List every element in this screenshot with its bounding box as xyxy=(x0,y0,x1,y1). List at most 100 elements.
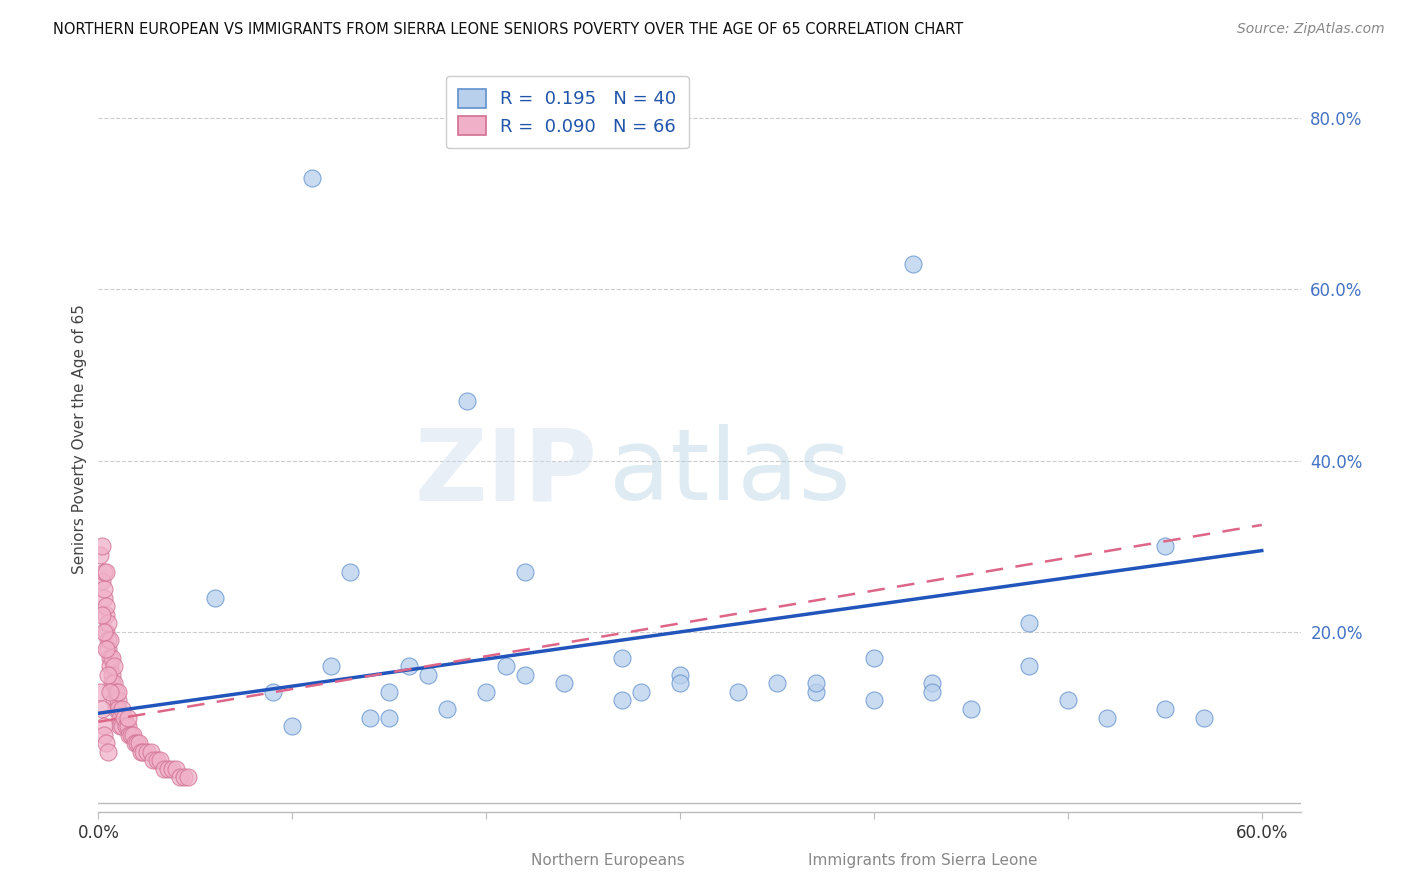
Point xyxy=(513,667,536,681)
Point xyxy=(120,728,142,742)
Point xyxy=(104,685,127,699)
Point xyxy=(1192,710,1215,724)
Text: atlas: atlas xyxy=(609,425,851,521)
Point xyxy=(104,702,127,716)
Point xyxy=(262,685,284,699)
Point xyxy=(111,702,134,716)
Point xyxy=(157,762,180,776)
Point xyxy=(149,753,172,767)
Point xyxy=(495,659,517,673)
Point xyxy=(98,650,121,665)
Point xyxy=(513,565,536,579)
Point xyxy=(91,702,114,716)
Point xyxy=(378,710,401,724)
Point xyxy=(610,693,633,707)
Point xyxy=(112,710,135,724)
Point xyxy=(863,693,886,707)
Text: Northern Europeans: Northern Europeans xyxy=(531,853,685,868)
Point xyxy=(111,719,134,733)
Point xyxy=(378,685,401,699)
Point xyxy=(359,710,381,724)
Point xyxy=(169,771,191,785)
Point xyxy=(108,710,131,724)
Point xyxy=(1018,616,1040,631)
Point xyxy=(416,667,439,681)
Legend: R =  0.195   N = 40, R =  0.090   N = 66: R = 0.195 N = 40, R = 0.090 N = 66 xyxy=(446,76,689,148)
Point xyxy=(142,753,165,767)
Point xyxy=(103,676,125,690)
Point xyxy=(301,171,323,186)
Point xyxy=(281,719,304,733)
Point xyxy=(96,565,118,579)
Point xyxy=(475,685,498,699)
Point xyxy=(117,719,139,733)
Point xyxy=(107,685,129,699)
Point xyxy=(173,771,195,785)
Point xyxy=(1095,710,1118,724)
Point xyxy=(96,607,118,622)
Point xyxy=(1057,693,1080,707)
Point xyxy=(669,676,692,690)
Point xyxy=(96,624,118,639)
Point xyxy=(863,650,886,665)
Point xyxy=(103,693,125,707)
Point xyxy=(610,650,633,665)
Point xyxy=(98,633,121,648)
Point xyxy=(93,728,115,742)
Point xyxy=(804,685,827,699)
Text: ZIP: ZIP xyxy=(415,425,598,521)
Point xyxy=(101,667,124,681)
Point xyxy=(114,719,136,733)
Point xyxy=(98,685,121,699)
Point xyxy=(97,616,120,631)
Point xyxy=(139,745,162,759)
Point xyxy=(93,582,115,596)
Point xyxy=(93,624,115,639)
Point xyxy=(804,676,827,690)
Text: Source: ZipAtlas.com: Source: ZipAtlas.com xyxy=(1237,22,1385,37)
Point xyxy=(103,659,125,673)
Point xyxy=(165,762,187,776)
Point xyxy=(669,667,692,681)
Point xyxy=(1153,539,1175,553)
Point xyxy=(107,702,129,716)
Y-axis label: Seniors Poverty Over the Age of 65: Seniors Poverty Over the Age of 65 xyxy=(72,304,87,574)
Point xyxy=(96,736,118,750)
Point xyxy=(122,728,145,742)
Point xyxy=(96,599,118,614)
Point xyxy=(553,676,575,690)
Point xyxy=(96,642,118,657)
Point xyxy=(135,745,157,759)
Point xyxy=(98,659,121,673)
Point xyxy=(176,771,198,785)
Text: NORTHERN EUROPEAN VS IMMIGRANTS FROM SIERRA LEONE SENIORS POVERTY OVER THE AGE O: NORTHERN EUROPEAN VS IMMIGRANTS FROM SIE… xyxy=(53,22,963,37)
Point xyxy=(124,736,146,750)
Point xyxy=(921,676,943,690)
Point xyxy=(630,685,652,699)
Point xyxy=(97,642,120,657)
Point xyxy=(339,565,361,579)
Point xyxy=(91,607,114,622)
Point xyxy=(145,753,167,767)
Point xyxy=(97,633,120,648)
Point xyxy=(132,745,155,759)
Point xyxy=(153,762,176,776)
Point xyxy=(97,667,120,681)
Point xyxy=(456,393,478,408)
Point xyxy=(101,676,124,690)
Point xyxy=(128,736,150,750)
Point xyxy=(91,539,114,553)
Point xyxy=(398,659,420,673)
Point xyxy=(117,710,139,724)
Point xyxy=(93,719,115,733)
Point xyxy=(93,591,115,605)
Point xyxy=(1153,702,1175,716)
Point xyxy=(89,548,111,562)
Point xyxy=(1018,659,1040,673)
Point xyxy=(921,685,943,699)
Point xyxy=(160,762,183,776)
Point xyxy=(129,745,152,759)
Point xyxy=(960,702,983,716)
Point xyxy=(107,693,129,707)
Point xyxy=(727,685,749,699)
